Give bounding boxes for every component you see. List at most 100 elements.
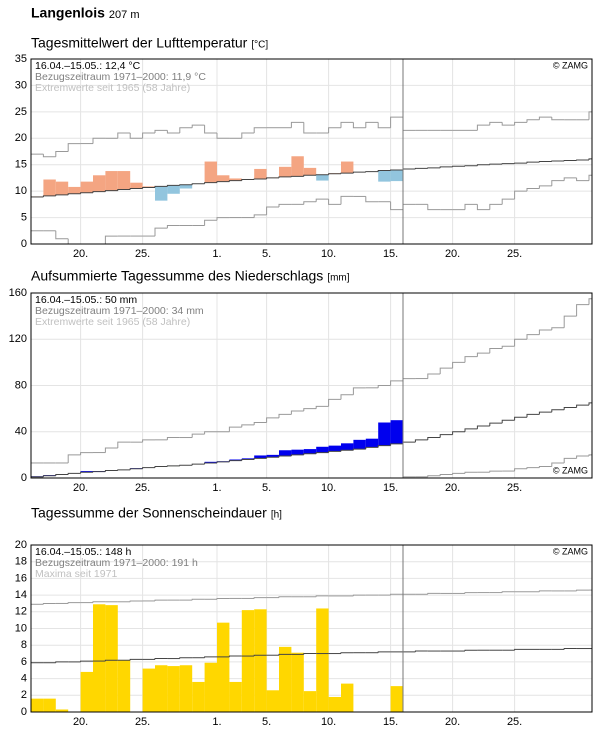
y-tick-label: 18 <box>15 556 27 568</box>
normal-step <box>377 170 391 172</box>
y-tick-label: 0 <box>21 706 27 718</box>
deviation-bar <box>241 458 255 460</box>
legend-entry: 16.04.–15.05.: 148 h <box>35 546 131 558</box>
normal-step <box>489 422 503 426</box>
normal-step <box>55 194 69 196</box>
x-tick-label: 1. <box>212 482 221 494</box>
deviation-bar <box>390 420 403 444</box>
normal-step <box>253 457 267 460</box>
deviation-bar <box>254 455 267 459</box>
extreme-min-step <box>576 177 589 182</box>
copyright: © ZAMG <box>553 546 588 556</box>
deviation-bar <box>204 161 217 183</box>
maximum-step <box>390 593 403 596</box>
extreme-max-step <box>588 298 592 305</box>
normal-step <box>476 425 490 429</box>
extreme-max-step <box>266 417 279 423</box>
maximum-step <box>427 592 441 595</box>
deviation-bar <box>68 186 81 194</box>
maximum-step <box>352 594 366 596</box>
plot-frame <box>30 292 593 479</box>
extreme-min-step <box>576 455 589 459</box>
normal-step <box>352 448 366 451</box>
extreme-min-step <box>588 454 592 457</box>
normal-step <box>104 659 118 662</box>
bar <box>303 691 317 712</box>
extreme-max-step <box>290 121 304 128</box>
deviation-bar <box>130 182 143 189</box>
normal-step <box>439 434 453 438</box>
extreme-max-step <box>154 129 168 133</box>
normal-step <box>340 449 354 452</box>
bar <box>155 665 168 712</box>
normal-step <box>241 459 255 461</box>
bar <box>241 610 255 712</box>
extreme-max-step <box>80 452 93 455</box>
normal-step <box>464 649 478 652</box>
x-tick-label: 25. <box>135 482 150 494</box>
legend-entry: Bezugszeitraum 1971–2000: 11,9 °C <box>35 71 206 83</box>
normal-step <box>42 475 56 477</box>
y-tick-label: 120 <box>9 333 27 345</box>
bar <box>142 668 155 712</box>
deviation-bar <box>303 167 317 176</box>
extreme-max-step <box>253 127 267 133</box>
normal-step <box>563 159 577 162</box>
x-tick-label: 20. <box>445 482 460 494</box>
deviation-bar <box>390 170 403 182</box>
extreme-min-step <box>563 457 577 463</box>
extreme-min-step <box>476 204 490 211</box>
bar <box>55 709 69 712</box>
extreme-max-step <box>365 121 379 128</box>
normal-step <box>377 651 391 653</box>
extreme-max-step <box>476 352 490 357</box>
normal-step <box>191 463 205 466</box>
plot-frame <box>30 58 593 245</box>
extreme-min-step <box>514 468 527 472</box>
extreme-min-step <box>489 203 503 210</box>
extreme-max-step <box>526 334 540 340</box>
extreme-max-step <box>42 154 56 158</box>
x-tick-label: 5. <box>262 482 271 494</box>
extreme-min-step <box>315 198 329 202</box>
x-tick-label: 5. <box>262 716 271 728</box>
extreme-max-step <box>402 117 416 131</box>
y-tick-label: 5 <box>21 211 27 223</box>
copyright: © ZAMG <box>553 60 588 70</box>
normal-step <box>92 471 106 473</box>
maximum-step <box>538 590 552 592</box>
normal-step <box>315 452 329 454</box>
normal-step <box>414 439 428 443</box>
normal-step <box>538 161 552 163</box>
extreme-max-step <box>489 121 503 126</box>
extreme-min-step <box>563 177 577 181</box>
normal-step <box>588 158 592 160</box>
x-tick-label: 1. <box>212 248 221 260</box>
normal-step <box>266 177 279 179</box>
deviation-bar <box>142 186 155 188</box>
y-tick-label: 12 <box>15 606 27 618</box>
maximum-step <box>191 598 205 601</box>
x-tick-label: 15. <box>383 248 398 260</box>
normal-step <box>104 469 118 472</box>
normal-step <box>402 168 416 170</box>
panel-unit: [h] <box>271 510 282 521</box>
extreme-max-step <box>55 151 69 157</box>
x-tick-label: 25. <box>507 482 522 494</box>
y-tick-label: 6 <box>21 656 27 668</box>
normal-step <box>67 193 81 195</box>
extreme-max-step <box>340 394 354 400</box>
deviation-bar <box>167 185 180 194</box>
y-tick-label: 30 <box>15 79 27 91</box>
maximum-step <box>315 595 329 597</box>
normal-step <box>278 176 292 178</box>
extreme-max-step <box>67 143 81 152</box>
x-tick-label: 20. <box>73 716 88 728</box>
bar <box>316 608 329 712</box>
bar <box>229 681 242 712</box>
normal-step <box>129 658 143 661</box>
normal-step <box>514 162 527 164</box>
extreme-min-step <box>526 467 540 469</box>
extreme-max-step <box>538 116 552 120</box>
deviation-bar <box>266 454 279 458</box>
